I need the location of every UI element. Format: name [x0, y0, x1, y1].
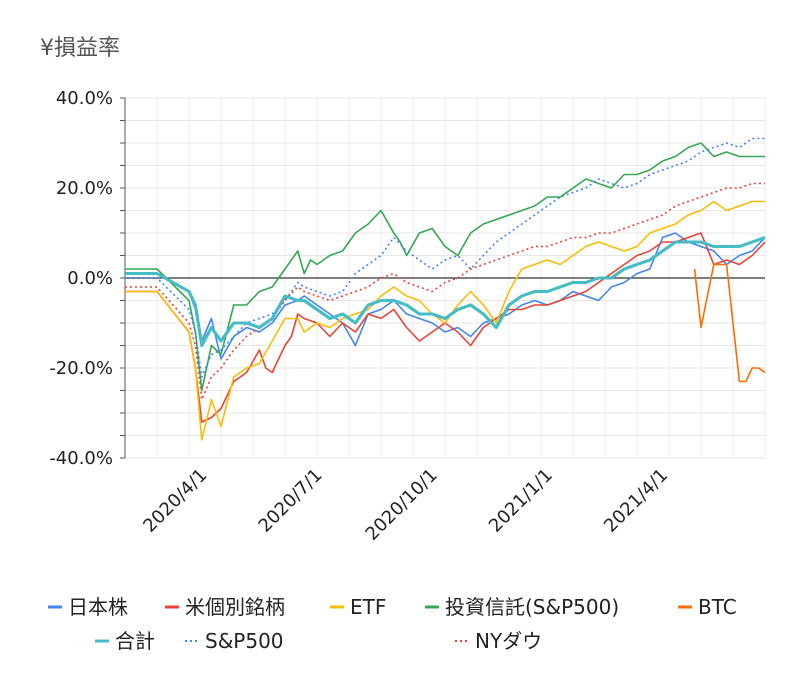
- gridlines: [120, 97, 766, 459]
- x-tick-label: 2021/1/1: [485, 465, 557, 537]
- y-tick-label: 20.0%: [56, 178, 113, 199]
- legend-label: S&P500: [205, 629, 284, 653]
- series-lines: [125, 137, 766, 441]
- legend-item: 投資信託(S&P500): [425, 595, 619, 619]
- series-line-total: [125, 236, 766, 347]
- legend-label: 投資信託(S&P500): [445, 595, 619, 619]
- x-tick-label: 2020/7/1: [255, 465, 327, 537]
- legend-item: ETF: [330, 595, 386, 619]
- legend-label: 合計: [115, 629, 155, 653]
- legend-item: 米個別銘柄: [165, 595, 285, 619]
- series-line: [125, 232, 766, 423]
- legend-item: S&P500: [185, 629, 284, 653]
- y-tick-label: -40.0%: [49, 448, 113, 469]
- legend-item: NYダウ: [455, 629, 542, 653]
- legend-label: BTC: [698, 595, 737, 619]
- y-tick-label: -20.0%: [49, 358, 113, 379]
- y-tick-label: 0.0%: [67, 268, 113, 289]
- legend: 日本株 米個別銘柄 ETF 投資信託(S&P500) BTC 合計 S&P500 NYダウ: [48, 595, 737, 653]
- legend-label: NYダウ: [475, 629, 542, 653]
- legend-item: 合計: [95, 629, 155, 653]
- legend-item: BTC: [678, 595, 737, 619]
- x-tick-label: 2020/10/1: [362, 465, 442, 545]
- legend-item: 日本株: [48, 595, 128, 619]
- y-tick-label: 40.0%: [56, 88, 113, 109]
- chart-title: ¥損益率: [40, 36, 120, 61]
- legend-label: 米個別銘柄: [185, 595, 285, 619]
- legend-label: ETF: [350, 595, 386, 619]
- x-tick-label: 2020/4/1: [139, 465, 211, 537]
- series-line: [125, 142, 765, 392]
- x-tick-label: 2021/4/1: [600, 465, 672, 537]
- legend-label: 日本株: [68, 595, 128, 619]
- y-axis-ticks: 40.0% 20.0% 0.0% -20.0% -40.0%: [49, 88, 113, 469]
- x-axis-ticks: 2020/4/1 2020/7/1 2020/10/1 2021/1/1 2021/4/…: [139, 465, 672, 545]
- series-line: [693, 263, 766, 383]
